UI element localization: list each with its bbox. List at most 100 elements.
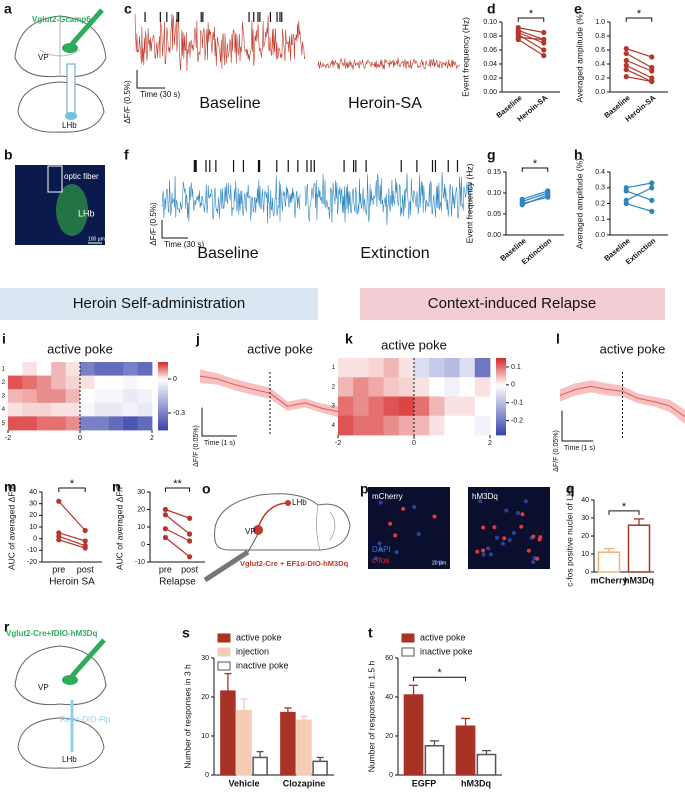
panel-label: i xyxy=(2,331,6,347)
heatmap-cell xyxy=(383,377,400,397)
label: LHb xyxy=(62,121,77,130)
panel-label: f xyxy=(124,147,129,163)
colorbar-segment xyxy=(158,424,168,427)
y-tick-label: 40 xyxy=(385,694,393,701)
colorbar-segment xyxy=(158,365,168,368)
colorbar-segment xyxy=(158,394,168,397)
subject-line xyxy=(625,187,653,201)
legend-label: active poke xyxy=(420,632,466,642)
colorbar-segment xyxy=(496,392,506,395)
x-tick-label: mCherry xyxy=(590,575,627,585)
heatmap-cell xyxy=(36,362,52,376)
colorbar-segment xyxy=(158,385,168,388)
subject-point xyxy=(187,554,193,560)
colorbar-segment xyxy=(158,380,168,383)
bar xyxy=(424,745,445,776)
heatmap-cell xyxy=(137,416,153,431)
subject-point xyxy=(162,526,168,532)
colorbar-segment xyxy=(158,402,168,405)
subject-point xyxy=(187,531,193,537)
row-label: 5 xyxy=(2,421,6,427)
x-tick-label: post xyxy=(181,564,199,574)
subject-point xyxy=(649,208,655,214)
y-tick-label: 0 xyxy=(141,541,145,548)
heatmap-cell xyxy=(137,389,153,404)
mean-line xyxy=(559,385,685,418)
optic-fiber xyxy=(66,63,76,115)
panel-label: c xyxy=(124,1,132,17)
nucleus xyxy=(486,546,491,551)
heatmap-cell xyxy=(429,415,445,436)
colorbar-segment xyxy=(496,390,506,394)
panel-label: d xyxy=(487,1,496,17)
colorbar-segment xyxy=(158,373,168,376)
y-tick-label: 0.0 xyxy=(595,232,605,239)
row-label: 1 xyxy=(2,366,6,372)
label: Vglut2-Cre + EF1α-DIO-hM3Dq xyxy=(240,559,349,568)
y-tick-label: 0.10 xyxy=(483,19,497,26)
heatmap-cell xyxy=(444,415,460,436)
subject-point xyxy=(623,57,629,64)
significance-bracket xyxy=(625,17,653,22)
colorbar-segment xyxy=(158,407,168,410)
cfos-cell xyxy=(537,537,542,542)
condition-label: Baseline xyxy=(199,95,260,112)
y-tick-label: 20 xyxy=(581,533,589,540)
colorbar-segment xyxy=(496,377,506,380)
colorbar-segment xyxy=(496,373,506,376)
subject-point xyxy=(623,50,629,57)
row-label: 2 xyxy=(332,384,336,390)
colorbar-segment xyxy=(158,372,168,375)
colorbar-segment xyxy=(496,425,506,428)
heatmap-cell xyxy=(94,375,110,390)
scale-label: ΔF/F (0.5%) xyxy=(149,202,158,245)
heatmap-cell xyxy=(65,402,81,417)
heatmap-cell xyxy=(429,358,445,378)
banner xyxy=(0,288,318,320)
y-axis-label: Event frequency (Hz) xyxy=(464,163,474,243)
subject-point xyxy=(649,78,655,85)
panel-label: n xyxy=(112,479,121,495)
heatmap-cell xyxy=(383,358,400,378)
heatmap-cell xyxy=(338,358,354,378)
heatmap-cell xyxy=(94,362,110,376)
subject-point xyxy=(623,200,629,207)
x-tick-label: Clozapine xyxy=(283,778,326,788)
y-tick-label: 0.15 xyxy=(487,169,501,176)
heatmap-cell xyxy=(383,415,400,436)
y-tick-label: 0 xyxy=(585,569,589,576)
colorbar-segment xyxy=(158,409,168,412)
colorbar-segment xyxy=(158,392,168,395)
colorbar-label: -0.3 xyxy=(173,410,185,417)
error-band xyxy=(560,380,685,425)
heatmap-cell xyxy=(8,402,23,417)
subject-point xyxy=(623,62,629,68)
colorbar-segment xyxy=(496,367,506,370)
y-tick-label: 0 xyxy=(205,772,209,779)
heatmap-cell xyxy=(414,377,430,397)
scale-bar xyxy=(201,407,237,437)
target xyxy=(285,500,291,506)
subject-point xyxy=(56,537,62,543)
nucleus xyxy=(516,511,521,516)
colorbar-segment xyxy=(496,433,506,436)
label: VP xyxy=(38,683,49,692)
trace xyxy=(161,175,301,224)
y-tick-label: 0.3 xyxy=(595,185,605,192)
heatmap-cell xyxy=(398,396,415,417)
cfos-cell xyxy=(531,534,536,539)
cfos-cell xyxy=(481,525,486,530)
colorbar-segment xyxy=(496,419,506,422)
heatmap-cell xyxy=(368,377,384,397)
heatmap-cell xyxy=(414,358,430,378)
bar xyxy=(252,756,268,776)
heatmap-cell xyxy=(383,396,400,417)
significance-bracket xyxy=(413,676,467,682)
subject-point xyxy=(162,512,168,518)
subject-point xyxy=(623,46,629,52)
colorbar-segment xyxy=(158,363,168,366)
subject-point xyxy=(649,180,655,186)
y-tick-label: 0 xyxy=(33,536,37,543)
scale-label: Time (1 s) xyxy=(564,445,595,452)
needle xyxy=(247,533,259,553)
